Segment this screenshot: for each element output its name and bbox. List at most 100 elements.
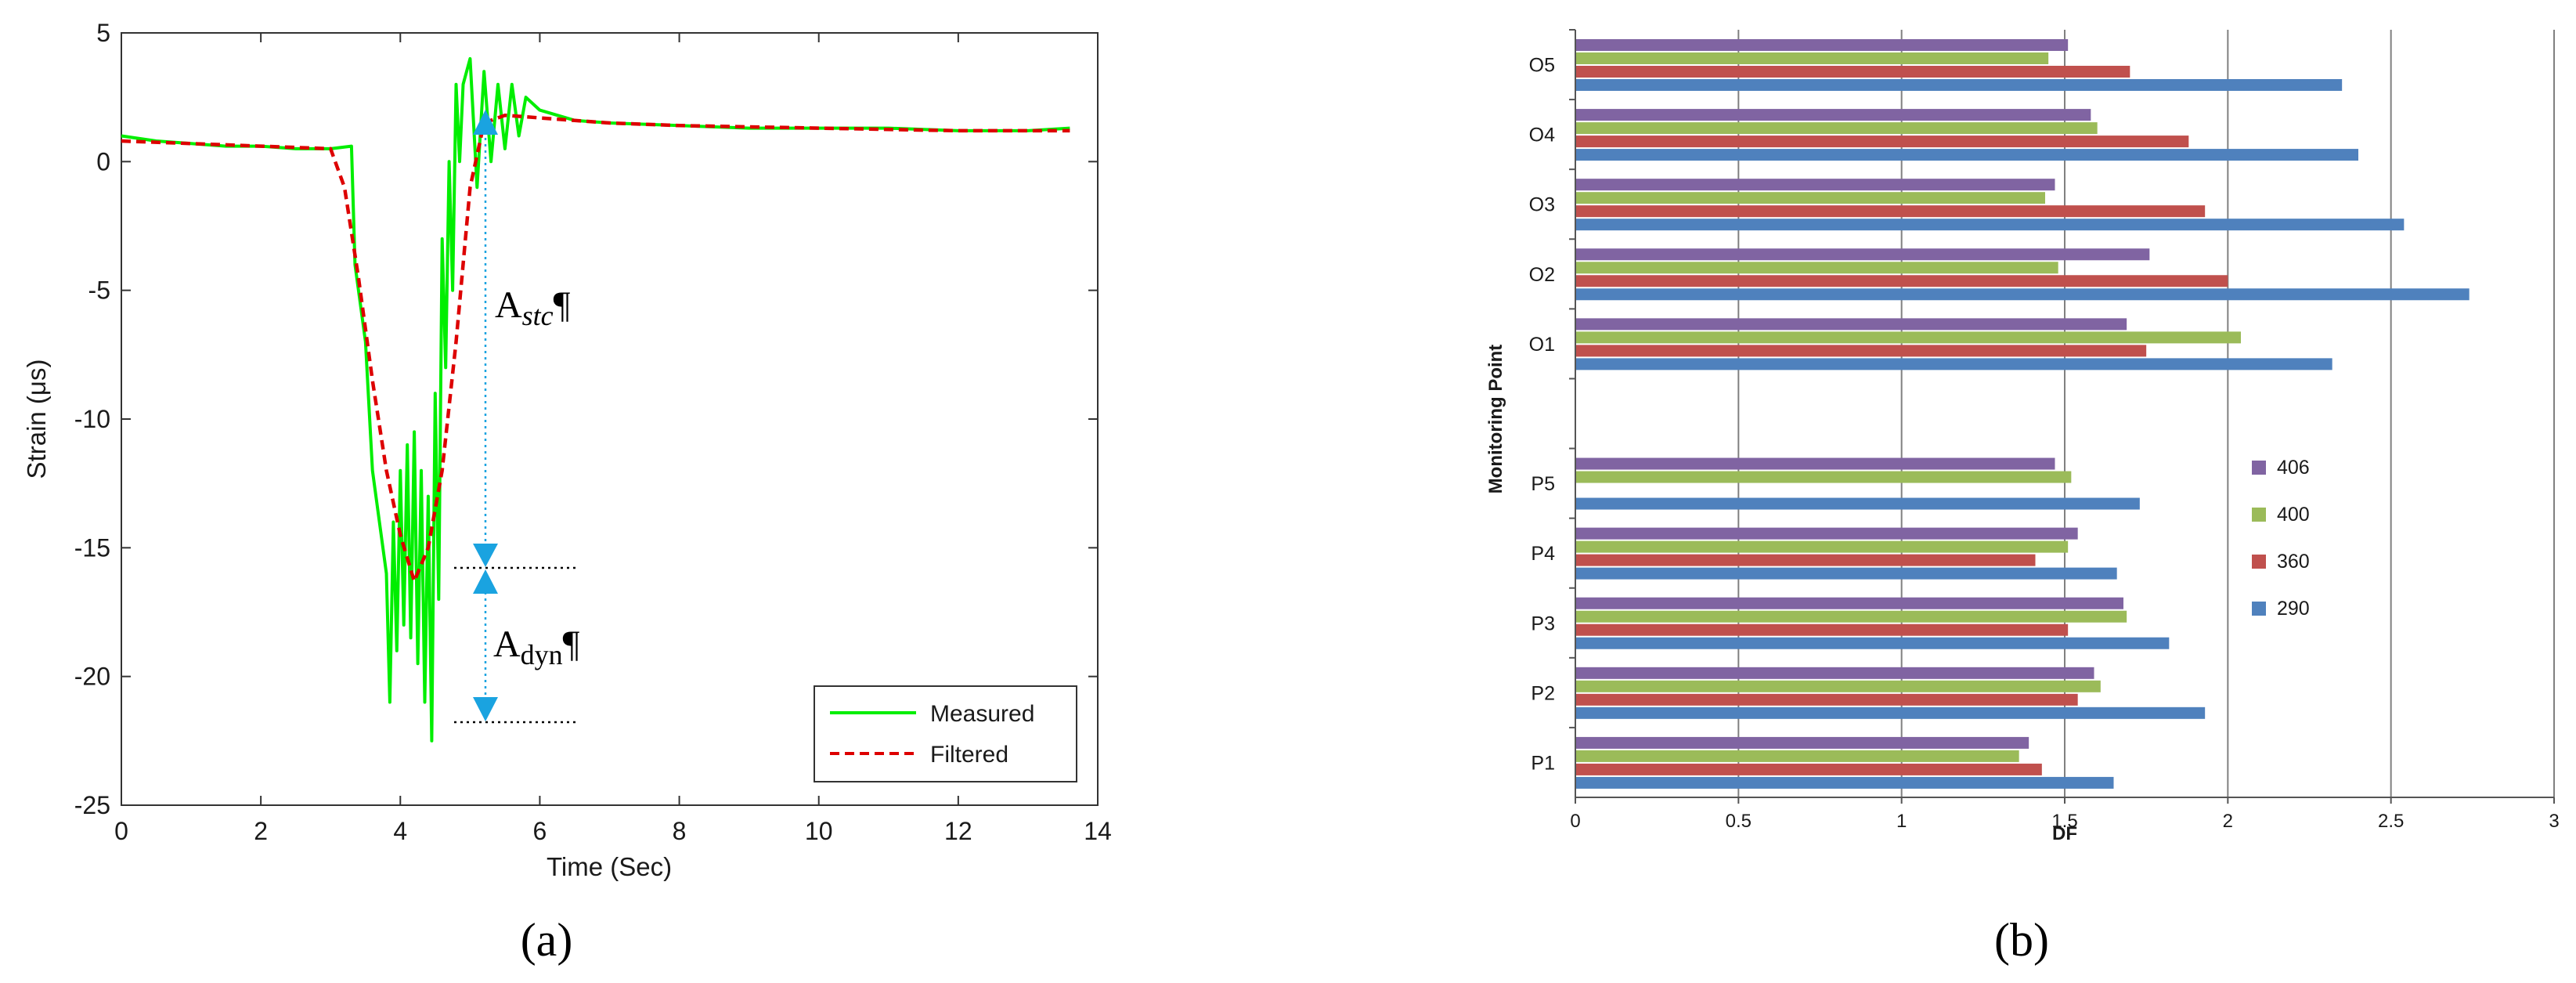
bar-400-o3 xyxy=(1575,192,2045,204)
bar-360-p4 xyxy=(1575,554,2036,566)
x-tick-label-b: 2.5 xyxy=(2378,811,2404,832)
x-tick-label-b: 0 xyxy=(1570,811,1580,832)
bar-406-o4 xyxy=(1575,109,2091,121)
bar-360-o5 xyxy=(1575,66,2130,78)
bars-b xyxy=(1575,39,2470,789)
bar-290-p3 xyxy=(1575,637,2170,649)
legend-label-filtered: Filtered xyxy=(930,742,1008,768)
bar-400-p3 xyxy=(1575,610,2127,623)
bar-360-p1 xyxy=(1575,763,2042,775)
legend-label-400: 400 xyxy=(2277,504,2310,526)
y-tick-label-a: -25 xyxy=(74,791,110,819)
y-tick-label-a: -20 xyxy=(74,663,110,691)
plot-area-a xyxy=(121,32,1099,806)
legend-swatch-360 xyxy=(2252,555,2266,569)
y-axis-label-a: Strain (μs) xyxy=(22,360,51,479)
x-tick-label-b: 0.5 xyxy=(1726,811,1752,832)
category-label-o4: O4 xyxy=(1529,125,1555,146)
bar-406-o3 xyxy=(1575,179,2055,191)
bar-360-o1 xyxy=(1575,345,2147,357)
x-tick-label-b: 2 xyxy=(2223,811,2233,832)
x-tick-label-a: 2 xyxy=(254,817,268,845)
category-label-o2: O2 xyxy=(1529,264,1555,286)
bar-400-o5 xyxy=(1575,52,2049,64)
bar-290-p1 xyxy=(1575,776,2114,789)
series-lines-a xyxy=(121,56,1070,743)
y-tick-label-a: 0 xyxy=(96,147,110,175)
bar-400-p1 xyxy=(1575,750,2019,762)
panel-label-a: (a) xyxy=(521,914,573,966)
y-tick-label-a: -15 xyxy=(74,533,110,562)
legend-swatch-290 xyxy=(2252,602,2266,616)
y-tick-label-a: -5 xyxy=(88,276,110,305)
bar-290-p2 xyxy=(1575,707,2206,719)
legend-label-360: 360 xyxy=(2277,551,2310,573)
bar-400-p5 xyxy=(1575,471,2072,483)
legend-a: Measured Filtered xyxy=(814,685,1077,782)
category-label-p5: P5 xyxy=(1531,473,1555,495)
panel-label-b: (b) xyxy=(1994,914,2049,966)
bar-400-o4 xyxy=(1575,122,2098,135)
bar-406-o1 xyxy=(1575,318,2127,331)
y-tick-label-a: -10 xyxy=(74,405,110,433)
a-stc-label: Astc¶ xyxy=(495,284,571,331)
bar-360-p3 xyxy=(1575,623,2069,636)
category-label-p1: P1 xyxy=(1531,752,1555,774)
x-axis-label-a: Time (Sec) xyxy=(547,852,672,881)
category-label-o5: O5 xyxy=(1529,55,1555,77)
legend-swatch-406 xyxy=(2252,461,2266,475)
bar-406-p5 xyxy=(1575,457,2055,470)
x-tick-label-a: 6 xyxy=(533,817,547,845)
category-label-p4: P4 xyxy=(1531,543,1555,565)
tick-labels-b: 0 0.5 1 1.5 2 2.5 3 xyxy=(1570,811,2559,832)
category-label-o1: O1 xyxy=(1529,334,1555,356)
bar-360-o3 xyxy=(1575,205,2206,218)
a-dyn-label: Adyn¶ xyxy=(493,623,580,670)
category-label-p3: P3 xyxy=(1531,613,1555,634)
category-label-o3: O3 xyxy=(1529,194,1555,216)
x-tick-label-a: 4 xyxy=(393,817,407,845)
dyn-bottom-arrow xyxy=(473,697,498,721)
bar-400-o1 xyxy=(1575,331,2241,344)
bar-406-o2 xyxy=(1575,248,2150,261)
bar-360-p2 xyxy=(1575,693,2078,706)
bar-400-p4 xyxy=(1575,540,2069,553)
category-labels-b: O5 O4 O3 O2 O1 P5 P4 P3 P2 P1 xyxy=(1529,55,1555,775)
bar-406-p1 xyxy=(1575,736,2029,749)
legend-box-a xyxy=(814,685,1077,782)
stc-bottom-arrow xyxy=(473,544,498,567)
bar-290-o3 xyxy=(1575,219,2405,231)
bar-290-p4 xyxy=(1575,567,2117,580)
bar-290-o1 xyxy=(1575,358,2332,370)
stc-top-arrow xyxy=(473,110,498,135)
category-label-p2: P2 xyxy=(1531,682,1555,704)
bar-360-o2 xyxy=(1575,275,2228,287)
legend-label-measured: Measured xyxy=(930,701,1034,727)
legend-label-290: 290 xyxy=(2277,598,2310,620)
bar-400-p2 xyxy=(1575,680,2101,692)
axis-ticks-a xyxy=(121,32,1099,806)
bar-406-p4 xyxy=(1575,527,2078,540)
legend-b: 406 400 360 290 xyxy=(2252,457,2310,620)
legend-swatch-400 xyxy=(2252,508,2266,522)
bar-290-o5 xyxy=(1575,79,2343,91)
x-axis-label-b: DF xyxy=(2052,823,2077,844)
bar-406-p2 xyxy=(1575,667,2094,679)
x-tick-label-a: 12 xyxy=(944,817,972,845)
x-tick-label-a: 0 xyxy=(114,817,128,845)
series-line-filtered xyxy=(121,113,1070,584)
bar-406-p3 xyxy=(1575,597,2123,609)
tick-labels-a: 0 2 4 6 8 10 12 14 5 0 -5 -10 -15 -20 -25 xyxy=(74,19,1112,845)
bar-400-o2 xyxy=(1575,262,2058,274)
x-tick-label-a: 10 xyxy=(805,817,833,845)
x-tick-label-a: 14 xyxy=(1084,817,1112,845)
x-tick-label-b: 1 xyxy=(1896,811,1907,832)
y-axis-label-b: Monitoring Point xyxy=(1485,345,1506,494)
bar-290-o2 xyxy=(1575,288,2470,301)
y-tick-label-a: 5 xyxy=(96,19,110,47)
bar-290-o4 xyxy=(1575,149,2358,161)
bar-360-o4 xyxy=(1575,136,2189,148)
